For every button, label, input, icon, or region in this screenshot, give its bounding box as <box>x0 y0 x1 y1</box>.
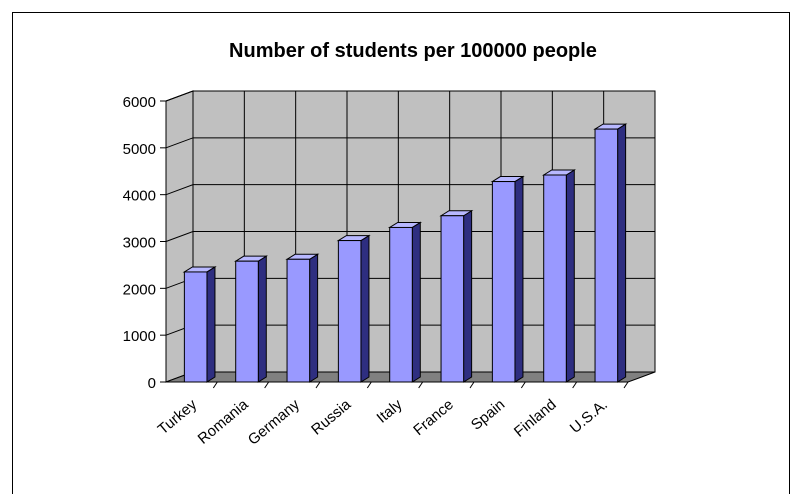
bar <box>440 215 465 383</box>
bar-side <box>257 255 267 383</box>
x-tick-label: Finland <box>511 396 560 441</box>
bar <box>337 240 362 383</box>
y-tick-label: 2000 <box>123 281 156 298</box>
bar-side <box>565 169 575 383</box>
y-tick-label: 3000 <box>123 235 156 252</box>
x-tick-mark <box>469 381 475 389</box>
x-tick-label: U.S.A. <box>567 396 611 437</box>
x-tick-label: Romania <box>195 396 252 448</box>
bar-side <box>617 123 627 383</box>
x-tick-label: Italy <box>374 396 406 427</box>
x-tick-label: Russia <box>308 396 355 439</box>
x-tick-mark <box>264 381 270 389</box>
y-tick-label: 6000 <box>123 94 156 111</box>
x-tick-label: Germany <box>245 396 304 449</box>
x-tick-label: France <box>410 396 457 439</box>
x-tick-mark <box>315 381 321 389</box>
bar-side <box>411 221 421 383</box>
x-tick-mark <box>572 381 578 389</box>
bar <box>235 260 259 383</box>
y-tick-label: 1000 <box>123 328 156 345</box>
bar-side <box>360 234 370 383</box>
x-tick-mark <box>623 381 629 389</box>
bar-side <box>309 253 319 383</box>
plot-area: 0 1000 2000 3000 4000 5000 6000 TurkeyRomaniaGe… <box>123 90 656 449</box>
bar-side <box>463 209 473 383</box>
bar <box>594 128 619 383</box>
y-tick-label: 5000 <box>123 141 156 158</box>
x-tick-mark <box>212 381 218 389</box>
y-tick-label: 4000 <box>123 188 156 205</box>
bar <box>389 226 413 383</box>
chart-svg: Number of students per 100000 people 0 10… <box>123 40 656 449</box>
chart-title: Number of students per 100000 people <box>229 40 597 62</box>
bar <box>183 271 208 383</box>
x-tick-mark <box>366 381 372 389</box>
y-tick-label: 0 <box>148 375 156 392</box>
bar-side <box>514 175 524 383</box>
bar <box>543 174 567 383</box>
x-tick-mark <box>418 381 424 389</box>
x-tick-label: Spain <box>468 396 508 434</box>
bar-side <box>206 266 216 383</box>
bar <box>491 181 516 383</box>
chart-frame: Number of students per 100000 people 0 10… <box>12 12 790 494</box>
bar <box>286 258 311 383</box>
x-tick-mark <box>520 381 526 389</box>
x-tick-label: Turkey <box>155 396 201 438</box>
